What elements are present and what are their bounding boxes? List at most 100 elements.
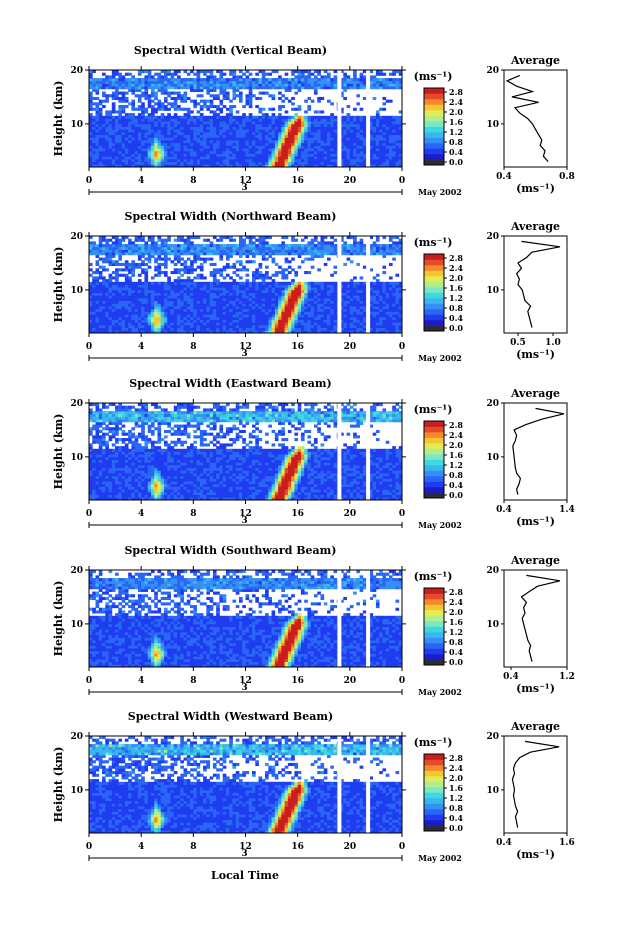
- heatmap-cell: [96, 97, 100, 100]
- heatmap-cell: [128, 298, 132, 301]
- heatmap-cell: [275, 303, 279, 306]
- heatmap-cell: [187, 162, 191, 165]
- heatmap-cell: [360, 124, 364, 127]
- heatmap-cell: [376, 293, 380, 296]
- heatmap-cell: [200, 105, 204, 108]
- heatmap-cell: [382, 306, 386, 309]
- heatmap-cell: [161, 116, 165, 119]
- heatmap-cell: [102, 129, 106, 132]
- heatmap-cell: [281, 116, 285, 119]
- heatmap-cell: [99, 266, 103, 269]
- heatmap-cell: [92, 301, 96, 304]
- heatmap-cell: [236, 290, 240, 293]
- heatmap-cell: [197, 311, 201, 314]
- heatmap-cell: [122, 143, 126, 146]
- y-tick-label: 20: [70, 66, 83, 76]
- heatmap-cell: [122, 121, 126, 124]
- heatmap-cell: [373, 124, 377, 127]
- heatmap-cell: [330, 325, 334, 328]
- heatmap-cell: [294, 156, 298, 159]
- heatmap-cell: [301, 137, 305, 140]
- heatmap-cell: [187, 137, 191, 140]
- heatmap-cell: [307, 156, 311, 159]
- heatmap-cell: [138, 306, 142, 309]
- heatmap-cell: [239, 252, 243, 255]
- heatmap-cell: [291, 320, 295, 323]
- heatmap-cell: [236, 301, 240, 304]
- heatmap-cell: [122, 75, 126, 78]
- heatmap-cell: [314, 309, 318, 312]
- heatmap-cell: [353, 287, 357, 290]
- heatmap-cell: [395, 132, 399, 135]
- heatmap-cell: [102, 252, 106, 255]
- heatmap-cell: [128, 143, 132, 146]
- heatmap-cell: [363, 143, 367, 146]
- heatmap-cell: [180, 322, 184, 325]
- heatmap-cell: [213, 143, 217, 146]
- heatmap-cell: [363, 135, 367, 138]
- heatmap-cell: [210, 309, 214, 312]
- heatmap-cell: [294, 328, 298, 331]
- heatmap-cell: [356, 81, 360, 84]
- heatmap-cell: [334, 145, 338, 148]
- heatmap-cell: [360, 159, 364, 162]
- heatmap-cell: [187, 73, 191, 76]
- heatmap-cell: [350, 127, 354, 130]
- heatmap-cell: [317, 135, 321, 138]
- heatmap-cell: [265, 92, 269, 95]
- heatmap-cell: [154, 156, 158, 159]
- heatmap-cell: [327, 159, 331, 162]
- heatmap-cell: [216, 127, 220, 130]
- heatmap-cell: [307, 322, 311, 325]
- heatmap-cell: [96, 116, 100, 119]
- heatmap-cell: [239, 78, 243, 81]
- heatmap-cell: [213, 78, 217, 81]
- heatmap-cell: [102, 301, 106, 304]
- heatmap-cell: [392, 143, 396, 146]
- heatmap-cell: [395, 151, 399, 154]
- heatmap-cell: [193, 86, 197, 89]
- heatmap-cell: [102, 121, 106, 124]
- heatmap-cell: [389, 314, 393, 317]
- heatmap-cell: [272, 132, 276, 135]
- heatmap-cell: [360, 276, 364, 279]
- heatmap-cell: [177, 295, 181, 298]
- heatmap-cell: [213, 298, 217, 301]
- heatmap-cell: [138, 119, 142, 122]
- heatmap-cell: [157, 285, 161, 288]
- heatmap-cell: [171, 92, 175, 95]
- panel-title: Spectral Width (Vertical Beam): [134, 44, 327, 57]
- heatmap-cell: [285, 282, 289, 285]
- heatmap-cell: [304, 148, 308, 151]
- heatmap-cell: [122, 83, 126, 86]
- heatmap-cell: [96, 78, 100, 81]
- heatmap-cell: [141, 92, 145, 95]
- heatmap-cell: [395, 303, 399, 306]
- heatmap-cell: [151, 287, 155, 290]
- heatmap-cell: [223, 156, 227, 159]
- heatmap-cell: [184, 162, 188, 165]
- heatmap-cell: [275, 137, 279, 140]
- heatmap-cell: [148, 285, 152, 288]
- heatmap-cell: [268, 121, 272, 124]
- heatmap-cell: [252, 137, 256, 140]
- heatmap-cell: [112, 290, 116, 293]
- heatmap-cell: [298, 303, 302, 306]
- heatmap-cell: [210, 73, 214, 76]
- heatmap-cell: [89, 113, 93, 116]
- heatmap-cell: [171, 252, 175, 255]
- heatmap-cell: [229, 105, 233, 108]
- heatmap-cell: [285, 276, 289, 279]
- heatmap-cell: [190, 322, 194, 325]
- heatmap-cell: [268, 129, 272, 132]
- heatmap-cell: [327, 137, 331, 140]
- heatmap-cell: [386, 322, 390, 325]
- heatmap-cell: [219, 162, 223, 165]
- heatmap-cell: [268, 140, 272, 143]
- heatmap-cell: [102, 132, 106, 135]
- heatmap-cell: [174, 263, 178, 266]
- heatmap-cell: [301, 285, 305, 288]
- heatmap-cell: [92, 293, 96, 296]
- heatmap-cell: [356, 162, 360, 165]
- heatmap-cell: [157, 162, 161, 165]
